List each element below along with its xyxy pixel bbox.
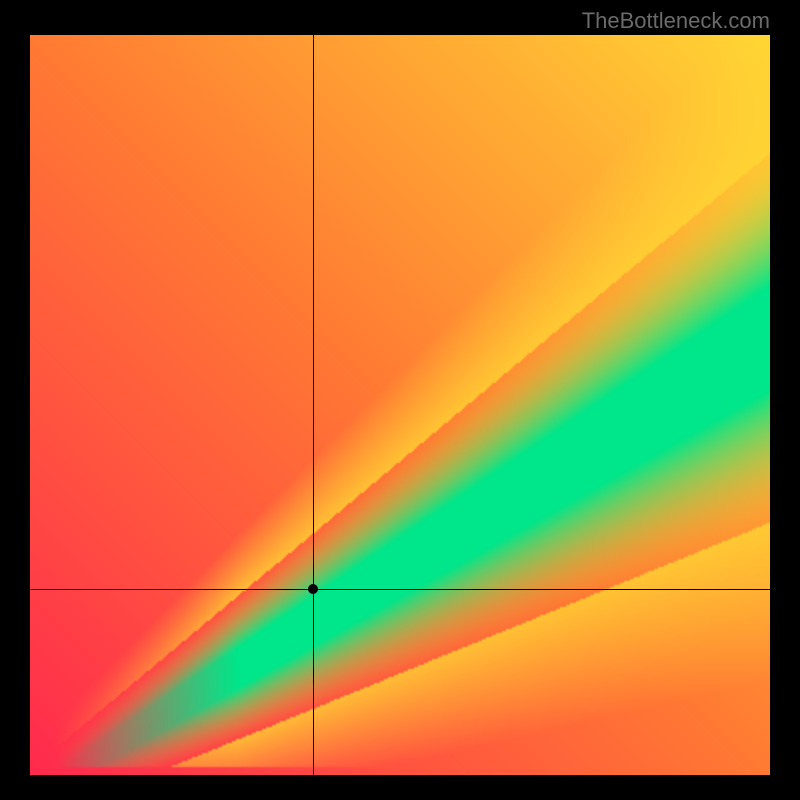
- watermark-text: TheBottleneck.com: [582, 8, 770, 34]
- crosshair-vertical: [313, 35, 314, 775]
- crosshair-horizontal: [30, 589, 770, 590]
- crosshair-marker: [308, 584, 318, 594]
- heatmap-canvas: [30, 35, 770, 775]
- heatmap-plot-area: [30, 35, 770, 775]
